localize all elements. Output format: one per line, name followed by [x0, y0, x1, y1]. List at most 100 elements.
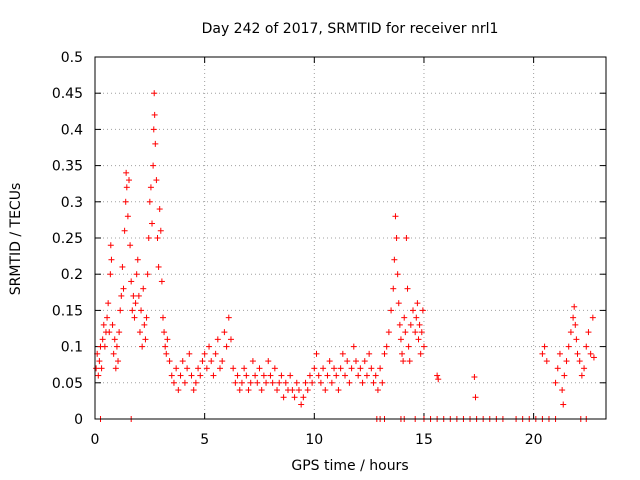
data-point — [348, 365, 355, 372]
data-point — [574, 350, 581, 357]
data-point — [122, 198, 129, 205]
data-point — [117, 307, 124, 314]
data-point — [161, 329, 168, 336]
data-point — [372, 372, 379, 379]
data-point — [399, 350, 406, 357]
data-point — [300, 394, 307, 401]
data-point — [396, 321, 403, 328]
data-point — [232, 379, 239, 386]
data-point — [406, 358, 413, 365]
data-point — [352, 358, 359, 365]
data-point — [113, 343, 120, 350]
data-point — [326, 358, 333, 365]
x-axis-label: GPS time / hours — [291, 458, 408, 474]
data-point — [320, 365, 327, 372]
data-point — [143, 314, 150, 321]
data-point — [153, 177, 160, 184]
data-point — [133, 271, 140, 278]
data-point — [368, 365, 375, 372]
data-point — [401, 314, 408, 321]
data-point — [412, 329, 419, 336]
data-point — [391, 256, 398, 263]
data-point — [377, 365, 384, 372]
data-point — [403, 235, 410, 241]
data-point — [280, 394, 287, 401]
data-point — [111, 336, 118, 343]
data-point — [471, 374, 478, 381]
data-point — [315, 372, 322, 379]
data-point — [192, 379, 199, 386]
data-point — [328, 379, 335, 386]
data-point — [263, 379, 270, 386]
data-point — [394, 271, 401, 278]
data-point — [120, 285, 127, 292]
data-point — [572, 321, 579, 328]
data-point — [385, 329, 392, 336]
axis-ticks: 0 0.05 0.1 0.15 0.2 0.25 0.3 0.35 0.4 0.45 0.5 0 5 10… — [52, 50, 606, 448]
data-point — [390, 285, 397, 292]
data-point — [293, 379, 300, 386]
y-tick-label: 0.1 — [61, 340, 83, 356]
data-point — [552, 379, 559, 386]
data-point — [419, 307, 426, 314]
data-point — [109, 321, 116, 328]
data-point — [118, 292, 125, 299]
x-tick-label: 5 — [200, 432, 209, 448]
data-point — [567, 329, 574, 336]
data-point — [104, 314, 111, 321]
data-point — [435, 376, 442, 383]
data-point — [313, 350, 320, 357]
data-point — [139, 343, 146, 350]
data-point — [416, 321, 423, 328]
data-point — [145, 235, 152, 241]
data-point — [93, 365, 100, 372]
y-tick-label: 0.3 — [61, 195, 83, 211]
y-axis-label: SRMTID / TECUs — [8, 183, 24, 296]
data-point — [346, 379, 353, 386]
data-point — [140, 285, 147, 292]
data-point — [590, 354, 597, 361]
data-point — [173, 365, 180, 372]
data-point — [136, 329, 143, 336]
data-point — [96, 358, 103, 365]
data-point — [357, 365, 364, 372]
y-tick-label: 0.2 — [61, 267, 83, 283]
data-point — [335, 387, 342, 394]
data-point — [472, 394, 479, 401]
data-points — [93, 90, 597, 422]
data-point — [99, 336, 106, 343]
data-point — [177, 372, 184, 379]
data-point — [190, 387, 197, 394]
data-point — [247, 379, 254, 386]
data-point — [199, 358, 206, 365]
data-point — [157, 227, 164, 234]
data-point — [123, 184, 130, 191]
x-tick-label: 0 — [91, 432, 100, 448]
data-point — [355, 372, 362, 379]
data-point — [289, 387, 296, 394]
data-point — [106, 329, 113, 336]
data-point — [119, 263, 126, 270]
data-point — [108, 256, 115, 263]
data-point — [151, 90, 158, 97]
data-point — [212, 350, 219, 357]
data-point — [539, 350, 546, 357]
data-point — [306, 372, 313, 379]
data-point — [393, 235, 400, 241]
data-point — [269, 379, 276, 386]
data-point — [238, 379, 245, 386]
data-point — [339, 350, 346, 357]
data-point — [258, 387, 265, 394]
data-point — [101, 343, 108, 350]
data-point — [155, 263, 162, 270]
data-point — [344, 358, 351, 365]
data-point — [342, 372, 349, 379]
data-point — [361, 358, 368, 365]
data-point — [129, 307, 136, 314]
data-point — [130, 292, 137, 299]
data-point — [381, 350, 388, 357]
data-point — [166, 358, 173, 365]
data-point — [420, 343, 427, 350]
data-point — [164, 336, 171, 343]
data-point — [152, 140, 159, 147]
